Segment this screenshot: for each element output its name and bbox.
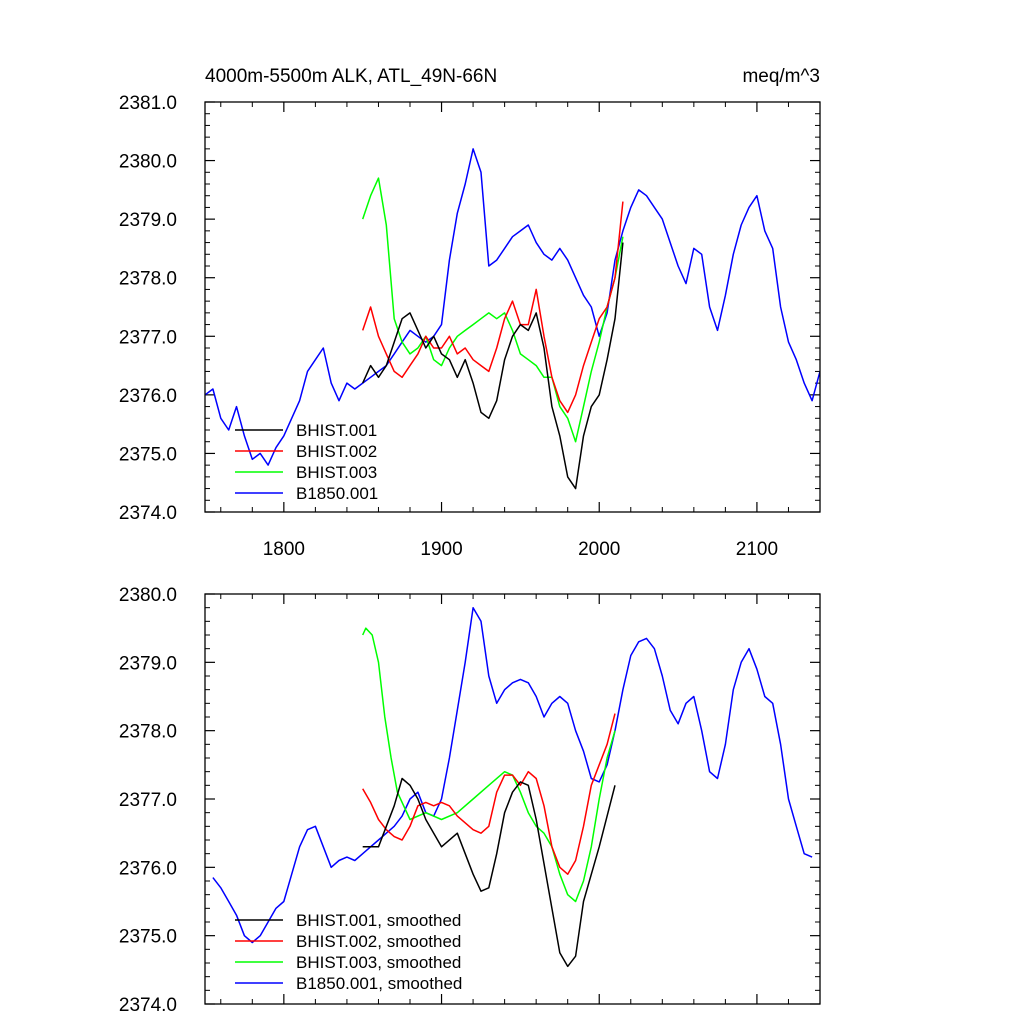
y-tick-label: 2381.0 xyxy=(119,93,177,114)
y-tick-label: 2376.0 xyxy=(119,386,177,407)
legend-label: B1850.001 xyxy=(296,484,378,503)
series-line-b1850-001-smoothed xyxy=(212,606,813,944)
x-tick-label: 2100 xyxy=(736,539,778,560)
y-tick-label: 2378.0 xyxy=(119,269,177,290)
y-tick-label: 2374.0 xyxy=(119,503,177,524)
series-line-bhist-003-smoothed xyxy=(362,627,616,903)
x-tick-label: 2000 xyxy=(578,539,620,560)
y-tick-label: 2376.0 xyxy=(119,858,177,879)
legend-label: BHIST.002 xyxy=(296,442,377,461)
header-right-units: meq/m^3 xyxy=(742,66,820,87)
x-tick-label: 1800 xyxy=(263,539,305,560)
plot-frame xyxy=(204,593,821,1005)
header-left-title: 4000m-5500m ALK, ATL_49N-66N xyxy=(205,66,497,87)
y-tick-label: 2379.0 xyxy=(119,210,177,231)
legend-label: BHIST.001 xyxy=(296,421,377,440)
y-tick-label: 2375.0 xyxy=(119,927,177,948)
top-panel: 1800 1900 2000 2100 2374.0 2375.0 2376.0 2377.0… xyxy=(119,93,821,560)
x-tick-label: 1900 xyxy=(420,539,462,560)
y-tick-label: 2380.0 xyxy=(119,585,177,606)
series-line-bhist-003 xyxy=(361,177,624,443)
y-tick-label: 2379.0 xyxy=(119,653,177,674)
series-line-b1850-001 xyxy=(205,148,820,466)
y-tick-label: 2377.0 xyxy=(119,327,177,348)
series-line-bhist-001 xyxy=(362,242,624,490)
series-group xyxy=(212,606,813,968)
y-tick-label: 2374.0 xyxy=(119,995,177,1016)
legend-label: BHIST.003 xyxy=(296,463,377,482)
y-tick-label: 2380.0 xyxy=(119,152,177,173)
legend-label: B1850.001, smoothed xyxy=(296,974,462,993)
bottom-panel: 2374.0 2375.0 2376.0 2377.0 2378.0 2379.0 2380… xyxy=(119,585,821,1016)
plot-frame xyxy=(204,101,821,513)
y-tick-label: 2378.0 xyxy=(119,722,177,743)
series-group xyxy=(205,148,820,490)
y-tick-label: 2377.0 xyxy=(119,790,177,811)
series-line-bhist-002-smoothed xyxy=(362,713,616,875)
series-line-bhist-002 xyxy=(361,201,624,414)
legend-label: BHIST.001, smoothed xyxy=(296,911,461,930)
legend-label: BHIST.002, smoothed xyxy=(296,932,461,951)
y-tick-label: 2375.0 xyxy=(119,444,177,465)
series-line-bhist-001-smoothed xyxy=(362,777,616,968)
legend-label: BHIST.003, smoothed xyxy=(296,953,461,972)
